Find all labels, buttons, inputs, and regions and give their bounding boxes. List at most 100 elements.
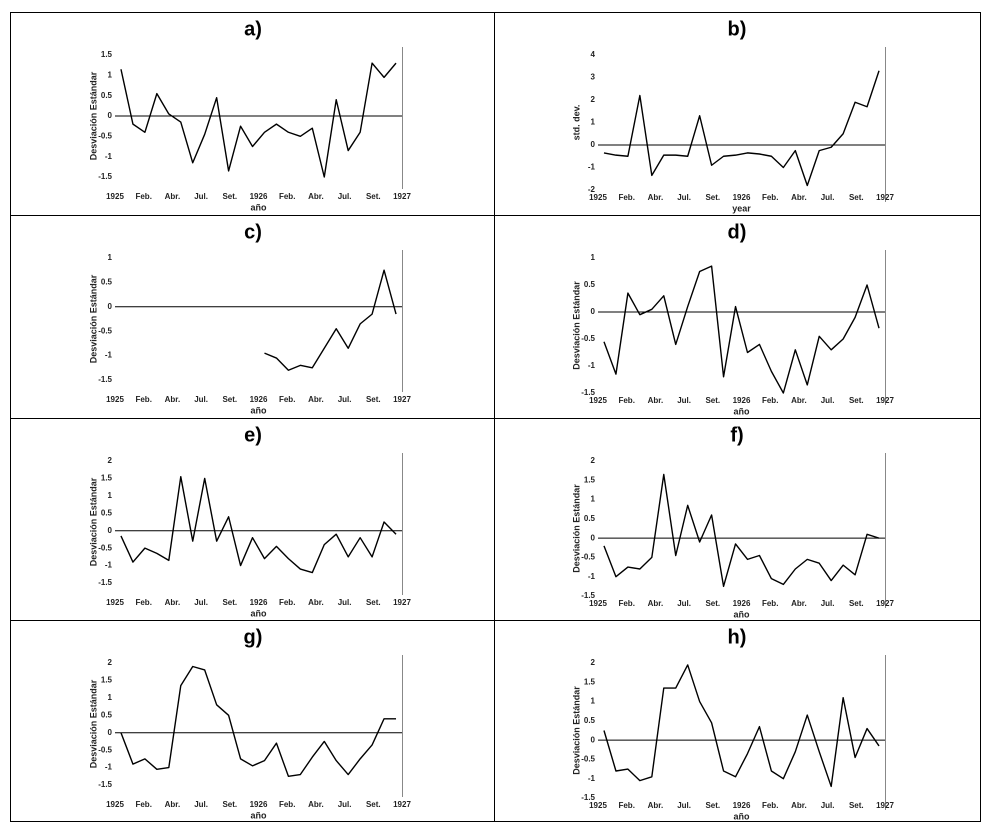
x-tick-label: Jul. (821, 599, 835, 608)
x-tick-label: Feb. (279, 395, 295, 404)
x-tick-label: Abr. (648, 599, 664, 608)
x-tick-label: Jul. (677, 193, 691, 202)
x-tick-label: Set. (705, 193, 720, 202)
y-tick-label: -1.5 (581, 388, 595, 397)
y-tick-label: 0.5 (101, 508, 113, 517)
x-tick-label: 1926 (250, 192, 268, 201)
x-axis-label: año (250, 810, 267, 820)
y-tick-label: -1.5 (581, 591, 595, 600)
y-tick-label: 1 (108, 70, 113, 79)
y-tick-label: 0.5 (101, 91, 113, 100)
y-tick-label: -0.5 (581, 755, 595, 764)
panel-title: b) (728, 18, 747, 40)
panel-title: g) (244, 626, 263, 648)
data-line (120, 62, 397, 178)
x-tick-label: Set. (705, 599, 720, 608)
y-tick-label: 1.5 (101, 474, 113, 483)
y-tick-label: 0 (591, 140, 596, 149)
x-tick-label: 1926 (250, 598, 268, 607)
y-axis-label: Desviación Estándar (571, 281, 581, 370)
y-tick-label: -1.5 (98, 375, 112, 384)
y-tick-label: -1 (105, 561, 113, 570)
y-tick-label: 0 (591, 307, 596, 316)
x-tick-label: Set. (849, 801, 864, 810)
x-tick-label: Feb. (279, 800, 295, 809)
x-axis-label: año (250, 608, 267, 618)
y-tick-label: 0.5 (584, 280, 596, 289)
x-tick-label: Set. (849, 396, 864, 405)
x-tick-label: Abr. (791, 801, 807, 810)
x-tick-label: Abr. (648, 801, 664, 810)
y-tick-label: 2 (108, 456, 113, 465)
x-tick-label: Jul. (677, 599, 691, 608)
y-tick-label: 3 (591, 73, 596, 82)
x-tick-label: Set. (222, 395, 237, 404)
y-tick-label: 0 (108, 111, 113, 120)
x-tick-label: 1925 (106, 395, 124, 404)
y-tick-label: -0.5 (98, 745, 112, 754)
x-tick-label: Feb. (135, 598, 151, 607)
x-tick-label: Set. (366, 598, 381, 607)
x-tick-label: Abr. (791, 193, 807, 202)
x-tick-label: Feb. (618, 193, 634, 202)
x-axis-label: year (732, 203, 751, 213)
y-axis-label: Desviación Estándar (88, 274, 98, 363)
y-tick-label: 4 (591, 50, 596, 59)
y-tick-label: 1 (591, 697, 596, 706)
panel-title: h) (728, 626, 747, 648)
x-tick-label: Abr. (791, 396, 807, 405)
x-tick-label: Feb. (762, 193, 778, 202)
figure-border (10, 12, 981, 822)
y-tick-label: 1.5 (101, 676, 113, 685)
y-tick-label: 1 (108, 491, 113, 500)
x-tick-label: 1925 (589, 599, 607, 608)
x-tick-label: 1927 (876, 599, 894, 608)
x-tick-label: Abr. (165, 800, 181, 809)
x-tick-label: Feb. (279, 192, 295, 201)
x-tick-label: 1927 (876, 801, 894, 810)
y-tick-label: -0.5 (98, 543, 112, 552)
y-tick-label: -2 (588, 185, 596, 194)
y-tick-label: 1.5 (101, 50, 113, 59)
y-tick-label: -1 (105, 763, 113, 772)
x-tick-label: 1927 (393, 800, 411, 809)
x-tick-label: 1927 (393, 192, 411, 201)
x-axis-label: año (733, 811, 750, 821)
x-tick-label: Set. (366, 800, 381, 809)
x-tick-label: Jul. (338, 598, 352, 607)
x-tick-label: 1926 (733, 396, 751, 405)
y-tick-label: -1.5 (98, 172, 112, 181)
y-tick-label: -1.5 (581, 793, 595, 802)
y-tick-label: 2 (591, 456, 596, 465)
x-tick-label: Abr. (648, 193, 664, 202)
x-tick-label: Jul. (677, 801, 691, 810)
data-line (603, 265, 880, 394)
x-tick-label: 1927 (876, 193, 894, 202)
y-tick-label: 1 (108, 693, 113, 702)
y-tick-label: 0 (108, 302, 113, 311)
y-tick-label: 2 (591, 658, 596, 667)
panel-title: f) (730, 424, 743, 446)
y-tick-label: 0.5 (101, 278, 113, 287)
x-tick-label: 1927 (393, 395, 411, 404)
x-axis-label: año (250, 405, 267, 415)
x-tick-label: Abr. (648, 396, 664, 405)
y-tick-label: -1 (588, 361, 596, 370)
y-axis-label: Desviación Estándar (88, 679, 98, 768)
x-tick-label: Abr. (308, 192, 324, 201)
x-tick-label: 1926 (250, 395, 268, 404)
x-tick-label: Abr. (308, 598, 324, 607)
y-tick-label: -0.5 (98, 326, 112, 335)
y-tick-label: -1 (105, 351, 113, 360)
x-tick-label: Set. (849, 599, 864, 608)
x-tick-label: Feb. (618, 801, 634, 810)
x-tick-label: Abr. (308, 395, 324, 404)
x-tick-label: 1926 (733, 599, 751, 608)
x-tick-label: Abr. (791, 599, 807, 608)
x-tick-label: Jul. (821, 801, 835, 810)
panel-title: a) (244, 18, 262, 40)
x-tick-label: Feb. (135, 395, 151, 404)
x-tick-label: Feb. (762, 396, 778, 405)
x-tick-label: Feb. (762, 801, 778, 810)
